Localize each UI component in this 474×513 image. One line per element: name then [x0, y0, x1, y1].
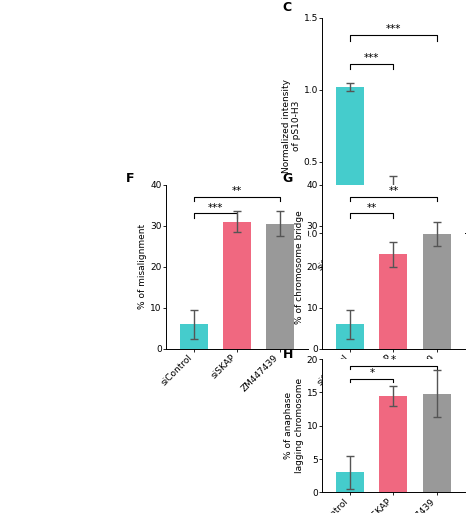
Text: ***: *** — [386, 24, 401, 34]
Y-axis label: % of chromosome bridge: % of chromosome bridge — [295, 210, 304, 324]
Text: **: ** — [388, 186, 399, 196]
Text: **: ** — [367, 203, 377, 212]
Bar — [266, 224, 294, 349]
Text: *: * — [369, 368, 374, 379]
Bar — [337, 472, 365, 492]
Bar — [223, 222, 251, 349]
Text: F: F — [126, 171, 135, 185]
Bar — [180, 324, 208, 349]
Bar — [422, 394, 450, 492]
Text: H: H — [283, 348, 293, 362]
Text: ***: *** — [364, 53, 380, 63]
Text: *: * — [391, 355, 396, 365]
Text: **: ** — [232, 186, 242, 196]
Bar — [337, 87, 365, 233]
Bar — [422, 234, 450, 349]
Bar — [379, 254, 408, 349]
Bar — [379, 190, 408, 233]
Bar — [422, 223, 450, 233]
Y-axis label: % of misalignment: % of misalignment — [138, 224, 147, 309]
Text: G: G — [283, 171, 293, 185]
Y-axis label: % of anaphase
lagging chromosome: % of anaphase lagging chromosome — [284, 378, 304, 473]
Bar — [379, 396, 408, 492]
Y-axis label: Normalized intensity
of pS10-H3: Normalized intensity of pS10-H3 — [282, 78, 301, 173]
Text: ***: *** — [208, 203, 223, 212]
Bar — [337, 324, 365, 349]
Text: C: C — [283, 1, 292, 14]
